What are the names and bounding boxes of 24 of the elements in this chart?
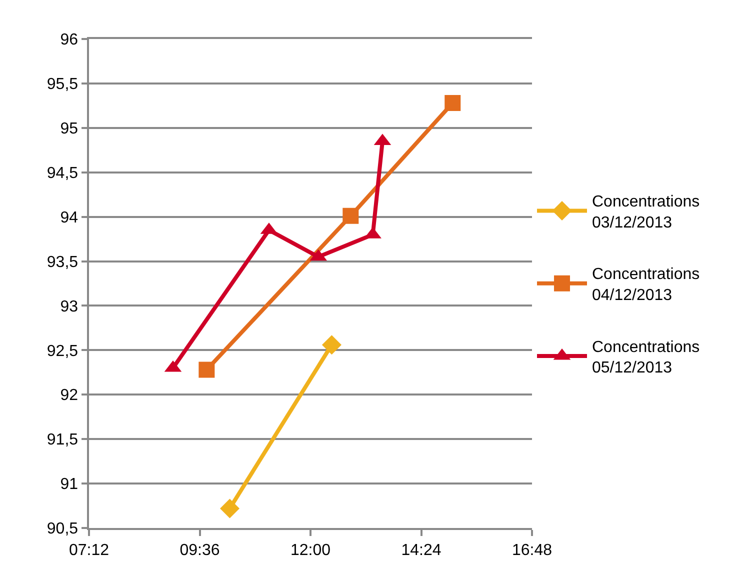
legend-label: Concentrations 04/12/2013 [592,266,700,304]
x-tick-label: 16:48 [512,542,552,559]
y-tick-label: 95,5 [46,76,78,94]
y-tick-label: 93 [60,298,78,316]
y-tick-label: 90,5 [46,520,78,538]
y-tick-label: 94,5 [46,164,78,182]
y-tick-label: 95 [60,120,78,138]
y-tick-label: 92,5 [46,342,78,360]
y-tick-label: 92 [60,387,78,404]
y-tick-label: 91,5 [46,432,78,449]
legend-label: Concentrations 05/12/2013 [592,338,700,377]
x-tick-label: 09:36 [180,542,220,559]
legend-label: Concentrations 03/12/2013 [592,194,700,232]
y-tick-label: 94 [60,209,78,226]
x-tick-label: 12:00 [290,542,331,559]
y-tick-label: 93,5 [46,254,78,271]
point [220,498,240,518]
point [198,362,215,378]
point [342,208,359,224]
point [322,335,342,355]
y-tick-label: 91 [60,476,78,494]
y-tick-label: 96 [60,32,78,49]
x-tick-label: 07:12 [68,542,110,559]
x-tick-label: 14:24 [401,542,442,559]
